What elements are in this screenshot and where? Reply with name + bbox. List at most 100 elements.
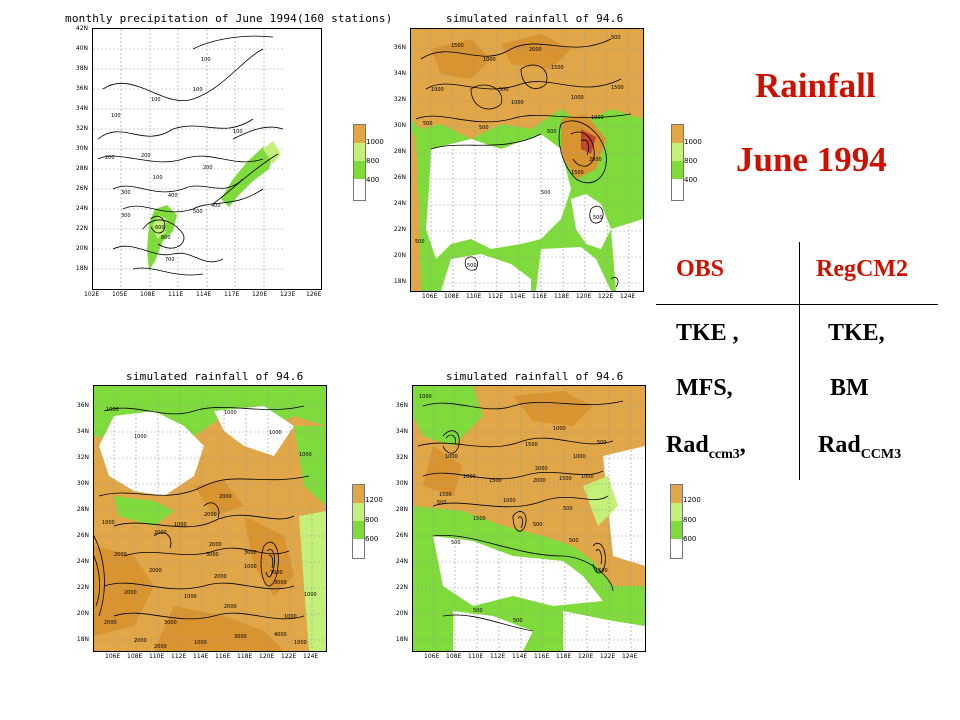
col-regcm2-row1: TKE, <box>828 320 885 346</box>
legend-label: 400 <box>684 176 698 184</box>
sim-br-contour-label: 500 <box>533 522 543 528</box>
sim-br-contour-label: 2000 <box>533 478 546 484</box>
x-tick-label: 112E <box>490 653 506 660</box>
y-tick-label: 32N <box>75 125 88 132</box>
obs-contour-label: 500 <box>193 209 203 215</box>
legend-label: 600 <box>683 535 697 543</box>
heading-date: June 1994 <box>736 140 887 179</box>
x-tick-label: 118E <box>556 653 572 660</box>
legend-label: 1000 <box>366 138 384 146</box>
sim-top-map: 1500 2000 1000 500 1500 1000 500 500 500… <box>410 28 644 292</box>
x-tick-label: 108E <box>446 653 462 660</box>
x-tick-label: 106E <box>422 293 438 300</box>
y-tick-label: 38N <box>75 65 88 72</box>
y-tick-label: 20N <box>395 610 408 617</box>
x-tick-label: 108E <box>444 293 460 300</box>
y-tick-label: 40N <box>75 45 88 52</box>
y-tick-label: 36N <box>393 44 406 51</box>
x-tick-label: 123E <box>280 291 296 298</box>
sim-bl-contour-label: 3000 <box>164 620 177 626</box>
y-tick-label: 28N <box>75 165 88 172</box>
sim-br-map: 1000 500 1000 1500 1000 1000 2000 1500 1… <box>412 385 646 652</box>
sim-top-contour-label: 1000 <box>571 95 584 101</box>
sim-bl-title: simulated rainfall of 94.6 <box>126 370 304 383</box>
sim-bl-contour-label: 1000 <box>174 522 187 528</box>
sim-bl-map-graphic: 1000 1000 1000 1000 1000 1000 2000 2000 … <box>94 386 326 651</box>
x-tick-label: 120E <box>252 291 268 298</box>
x-tick-label: 126E <box>306 291 322 298</box>
y-tick-label: 26N <box>76 532 89 539</box>
y-tick-label: 18N <box>393 278 406 285</box>
col-regcm2-header: RegCM2 <box>816 256 908 282</box>
x-tick-label: 116E <box>215 653 231 660</box>
x-tick-label: 120E <box>259 653 275 660</box>
table-divider-horizontal <box>656 304 938 305</box>
col-regcm2-row3: RadCCM3 <box>818 432 901 463</box>
sim-br-contour-label: 2000 <box>535 466 548 472</box>
sim-bl-contour-label: 4000 <box>274 632 287 638</box>
y-tick-label: 30N <box>393 122 406 129</box>
y-tick-label: 22N <box>76 584 89 591</box>
x-tick-label: 120E <box>578 653 594 660</box>
x-tick-label: 106E <box>105 653 121 660</box>
sim-br-contour-label: 1000 <box>553 426 566 432</box>
sim-bl-contour-label: 1000 <box>184 594 197 600</box>
sim-bl-contour-label: 1000 <box>194 640 207 646</box>
x-tick-label: 117E <box>224 291 240 298</box>
obs-contour-label: 200 <box>203 165 213 171</box>
sim-bl-contour-label: 2000 <box>154 644 167 650</box>
y-tick-label: 20N <box>75 245 88 252</box>
y-tick-label: 18N <box>75 265 88 272</box>
x-tick-label: 112E <box>488 293 504 300</box>
x-tick-label: 124E <box>620 293 636 300</box>
sim-br-contour-label: 1000 <box>463 474 476 480</box>
y-tick-label: 36N <box>395 402 408 409</box>
y-tick-label: 24N <box>76 558 89 565</box>
sim-br-contour-label: 1500 <box>489 478 502 484</box>
sim-br-map-graphic: 1000 500 1000 1500 1000 1000 2000 1500 1… <box>413 386 645 651</box>
obs-contour-label: 100 <box>201 57 211 63</box>
x-tick-label: 120E <box>576 293 592 300</box>
legend-label: 800 <box>684 157 698 165</box>
sim-br-contour-label: 500 <box>437 500 447 506</box>
legend-label: 1200 <box>365 496 383 504</box>
x-tick-label: 114E <box>510 293 526 300</box>
sim-top-contour-label: 500 <box>611 35 621 41</box>
rad-comma: , <box>739 432 746 458</box>
obs-contour-label: 200 <box>141 153 151 159</box>
sim-top-contour-label: 2000 <box>529 47 542 53</box>
col-obs-row2: MFS, <box>676 375 733 401</box>
x-tick-label: 122E <box>600 653 616 660</box>
sim-top-contour-label: 1000 <box>483 57 496 63</box>
obs-contour-label: 100 <box>151 97 161 103</box>
y-tick-label: 20N <box>393 252 406 259</box>
obs-map-graphic: 100 100 100 100 100 200 200 200 300 300 … <box>93 29 321 289</box>
sim-br-contour-label: 1500 <box>595 568 608 574</box>
sim-bl-contour-label: 2000 <box>154 530 167 536</box>
sim-bl-contour-label: 1000 <box>304 592 317 598</box>
sim-bl-contour-label: 1000 <box>224 410 237 416</box>
obs-contour-label: 100 <box>111 113 121 119</box>
obs-contour-label: 100 <box>233 129 243 135</box>
sim-top-title: simulated rainfall of 94.6 <box>446 12 624 25</box>
obs-panel-title: monthly precipitation of June 1994(160 s… <box>65 12 393 25</box>
sim-br-contour-label: 1500 <box>473 516 486 522</box>
table-divider-vertical <box>799 242 800 480</box>
sim-top-contour-label: 1000 <box>511 100 524 106</box>
sim-top-contour-label: 1000 <box>591 115 604 121</box>
y-tick-label: 32N <box>395 454 408 461</box>
sim-top-contour-label: 500 <box>499 87 509 93</box>
x-tick-label: 114E <box>512 653 528 660</box>
sim-bl-contour-label: 7000 <box>270 570 283 576</box>
sim-bl-contour-label: 3000 <box>274 580 287 586</box>
y-tick-label: 34N <box>75 105 88 112</box>
legend-label: 800 <box>683 516 697 524</box>
sim-br-contour-label: 1000 <box>503 498 516 504</box>
y-tick-label: 32N <box>76 454 89 461</box>
x-tick-label: 124E <box>303 653 319 660</box>
sim-top-contour-label: 1500 <box>611 85 624 91</box>
sim-bl-contour-label: 2000 <box>224 604 237 610</box>
heading-rainfall: Rainfall <box>755 66 876 105</box>
sim-bl-map: 1000 1000 1000 1000 1000 1000 2000 2000 … <box>93 385 327 652</box>
obs-map: 100 100 100 100 100 200 200 200 300 300 … <box>92 28 322 290</box>
